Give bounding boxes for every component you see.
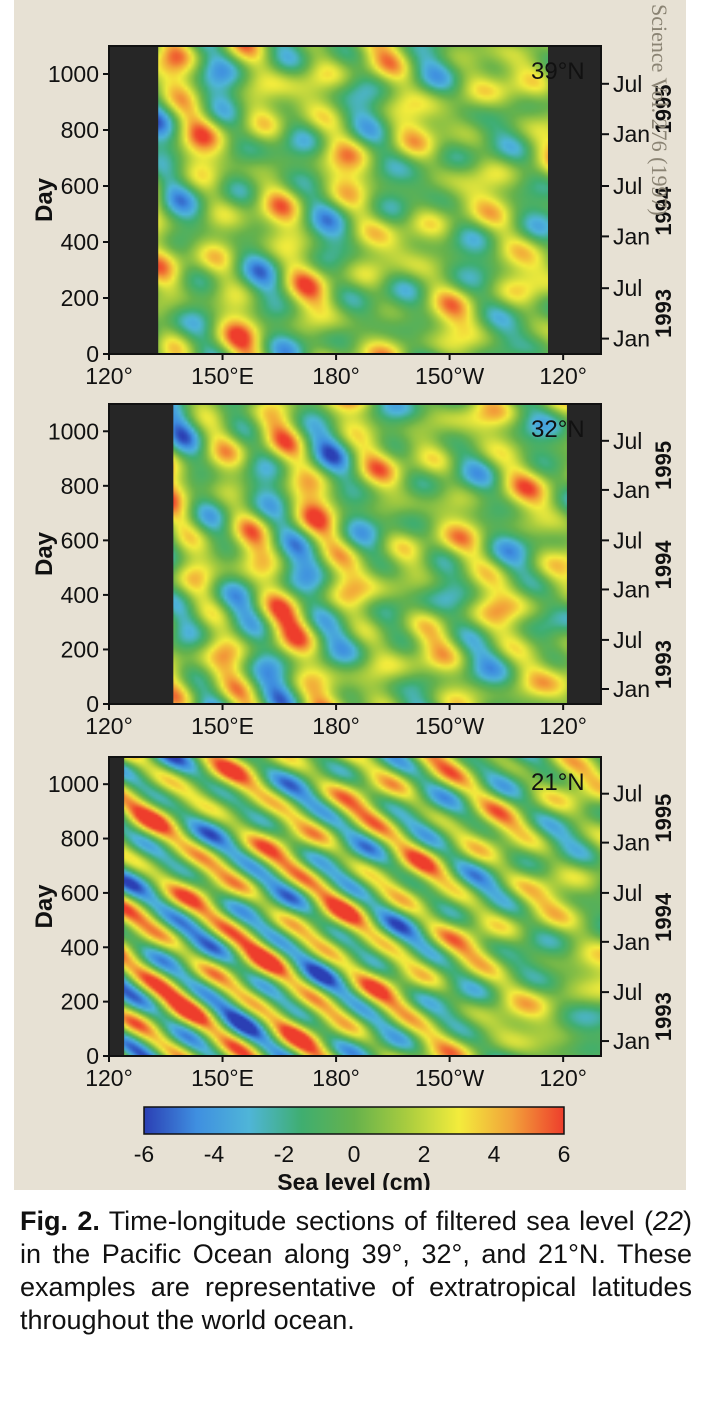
plot-frame (108, 403, 602, 705)
panel-3: 21°N 0 200 400 600 800 1000 Day 120° 150°E 180° 150… (31, 756, 676, 1091)
plot-frame (108, 45, 602, 355)
year-label: 1995 (651, 85, 676, 134)
month-tick-label: Jul (613, 71, 642, 97)
month-tick-label: Jul (613, 428, 642, 454)
land-mask (109, 46, 159, 354)
y-tick-label: 0 (86, 1043, 99, 1069)
month-tick-label: Jul (613, 627, 642, 653)
colorbar-bar (143, 1106, 565, 1135)
heatmap-field (109, 46, 601, 354)
y-tick-label: 600 (61, 880, 99, 906)
x-tick-label: 120° (85, 1065, 133, 1091)
caption-reference: 22 (652, 1206, 683, 1236)
month-tick-label: Jul (613, 527, 642, 553)
bleed-through-text: Science Vol. 276 (1997) (608, 0, 701, 640)
x-tick-label: 150°W (415, 363, 485, 389)
year-label: 1994 (651, 892, 676, 942)
y-tick-label: 0 (86, 691, 99, 717)
month-tick-label: Jan (613, 477, 650, 503)
figure-caption: Fig. 2. Time-longitude sections of filte… (20, 1205, 692, 1337)
month-tick-label: Jul (613, 275, 642, 301)
panel-label: 32°N (531, 416, 585, 443)
x-tick-label: 180° (312, 1065, 360, 1091)
y-tick-label: 800 (61, 117, 99, 143)
y-axis-label: Day (31, 531, 58, 576)
year-label: 1994 (651, 540, 676, 590)
y-tick-label: 200 (61, 989, 99, 1015)
year-label: 1994 (651, 186, 676, 236)
month-tick-label: Jan (613, 121, 650, 147)
colorbar-tick-label: -4 (204, 1141, 225, 1167)
month-tick-label: Jan (613, 576, 650, 602)
land-mask (109, 404, 174, 704)
colorbar-tick-label: 2 (418, 1141, 431, 1167)
land-mask (566, 404, 601, 704)
x-tick-label: 180° (312, 713, 360, 739)
colorbar-tick-label: 0 (348, 1141, 361, 1167)
x-tick-label: 150°E (191, 713, 254, 739)
y-tick-label: 1000 (48, 418, 99, 444)
figure-area: 39°N 0 200 400 600 800 1000 Day 120° 150°E 180° 150… (14, 0, 686, 1190)
colorbar-tick-label: -2 (274, 1141, 294, 1167)
colorbar-label: Sea level (cm) (277, 1169, 430, 1190)
month-tick-label: Jan (613, 326, 650, 352)
colorbar-tick-label: 6 (558, 1141, 571, 1167)
land-mask (109, 757, 125, 1056)
month-tick-label: Jul (613, 173, 642, 199)
heatmap-field (109, 404, 601, 704)
month-tick-label: Jan (613, 676, 650, 702)
panel-label: 39°N (531, 58, 585, 85)
month-tick-label: Jul (613, 781, 642, 807)
x-tick-label: 150°W (415, 713, 485, 739)
y-tick-label: 1000 (48, 771, 99, 797)
colorbar: -6 -4 -2 0 2 4 6 Sea level (cm) (134, 1106, 571, 1190)
x-tick-label: 150°E (191, 363, 254, 389)
y-tick-label: 200 (61, 285, 99, 311)
month-tick-label: Jul (613, 880, 642, 906)
x-tick-label: 120° (85, 713, 133, 739)
x-tick-label: 120° (539, 1065, 587, 1091)
y-axis-label: Day (31, 884, 58, 929)
colorbar-tick-label: -6 (134, 1141, 154, 1167)
x-tick-label: 120° (539, 363, 587, 389)
x-tick-label: 120° (539, 713, 587, 739)
y-tick-label: 400 (61, 934, 99, 960)
bleed-through-label: Science Vol. 276 (1997) (647, 4, 672, 216)
y-tick-label: 800 (61, 826, 99, 852)
panel-2: 32°N 0 200 400 600 800 1000 Day 120° 150°E 180° 150… (31, 403, 676, 739)
year-label: 1993 (651, 992, 676, 1041)
caption-text-1: Time-longitude sections of filtered sea … (99, 1206, 653, 1236)
y-tick-label: 200 (61, 636, 99, 662)
y-tick-label: 800 (61, 473, 99, 499)
month-tick-label: Jan (613, 929, 650, 955)
y-tick-label: 400 (61, 229, 99, 255)
y-tick-label: 0 (86, 341, 99, 367)
y-tick-label: 600 (61, 527, 99, 553)
caption-text-2: ) in the Pacific Ocean along 39°, 32°, a… (20, 1206, 692, 1335)
x-tick-label: 150°E (191, 1065, 254, 1091)
y-tick-label: 600 (61, 173, 99, 199)
plot-frame (108, 756, 602, 1057)
year-label: 1993 (651, 289, 676, 338)
caption-figure-label: Fig. 2. (20, 1206, 100, 1236)
month-tick-label: Jan (613, 1028, 650, 1054)
x-tick-label: 120° (85, 363, 133, 389)
y-axis-label: Day (31, 177, 58, 222)
x-tick-label: 180° (312, 363, 360, 389)
year-label: 1995 (651, 441, 676, 490)
y-tick-label: 400 (61, 582, 99, 608)
month-tick-label: Jul (613, 979, 642, 1005)
month-tick-label: Jan (613, 830, 650, 856)
year-label: 1995 (651, 794, 676, 843)
y-tick-label: 1000 (48, 61, 99, 87)
panel-1: 39°N 0 200 400 600 800 1000 Day 120° 150°E 180° 150… (31, 45, 676, 389)
panel-label: 21°N (531, 769, 585, 796)
month-tick-label: Jan (613, 223, 650, 249)
heatmap-field (109, 757, 601, 1056)
x-tick-label: 150°W (415, 1065, 485, 1091)
year-label: 1993 (651, 640, 676, 689)
colorbar-tick-label: 4 (488, 1141, 501, 1167)
land-mask (548, 46, 601, 354)
